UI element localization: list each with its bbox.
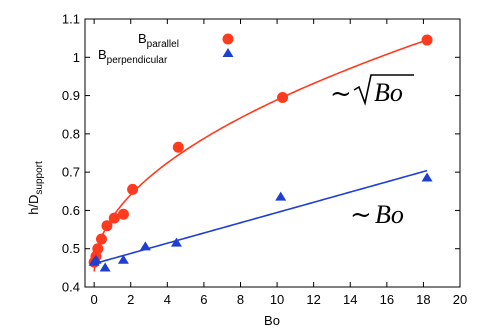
y-ticks: 0.4 0.5 0.6 0.7 0.8 0.9 1 1.1: [62, 12, 460, 295]
legend-label-parallel: Bparallel: [138, 31, 179, 50]
y-axis-label-base: h/D: [26, 195, 41, 215]
x-tick-label: 10: [270, 292, 284, 307]
x-tick-label: 20: [453, 292, 467, 307]
point-parallel: [92, 243, 104, 255]
y-axis-label: h/Dsupport: [26, 161, 45, 215]
point-parallel: [101, 220, 113, 232]
point-perpendicular: [275, 191, 287, 201]
annotation-sqrt-tilde: ~: [330, 79, 352, 109]
point-parallel: [108, 212, 120, 224]
fit-line-perpendicular: [93, 169, 428, 265]
x-tick-label: 4: [164, 292, 171, 307]
annotation-sqrt-bo: ~ Bo: [330, 74, 414, 109]
point-parallel: [95, 233, 107, 245]
y-axis-label-sub: support: [34, 161, 45, 195]
x-tick-label: 16: [380, 292, 394, 307]
x-ticks: 0 2 4 6 8 10 12 14 16 18 20: [91, 19, 467, 307]
point-perpendicular: [139, 241, 151, 251]
fit-curves: [93, 39, 428, 272]
point-parallel: [172, 141, 184, 153]
legend-marker-parallel: [222, 33, 234, 45]
y-tick-label: 1.1: [62, 12, 80, 27]
x-tick-label: 8: [237, 292, 244, 307]
x-tick-label: 18: [416, 292, 430, 307]
y-tick-label: 0.8: [62, 126, 80, 141]
data-marks: [88, 34, 433, 272]
y-tick-label: 0.5: [62, 241, 80, 256]
point-perpendicular: [117, 254, 129, 264]
y-tick-label: 0.4: [62, 280, 80, 295]
y-tick-label: 0.6: [62, 203, 80, 218]
annotation-linear-tilde: ~: [350, 200, 372, 230]
annotation-sqrt-text: Bo: [374, 78, 403, 107]
x-tick-label: 2: [127, 292, 134, 307]
point-perpendicular: [99, 262, 111, 272]
x-tick-label: 12: [306, 292, 320, 307]
x-tick-label: 14: [343, 292, 357, 307]
x-tick-label: 6: [200, 292, 207, 307]
point-parallel: [421, 34, 433, 46]
annotation-bo: ~ Bo: [350, 200, 404, 230]
fit-line-parallel: [93, 39, 428, 272]
annotation-linear-text: Bo: [375, 200, 404, 229]
point-perpendicular: [170, 237, 182, 247]
point-perpendicular: [90, 254, 102, 264]
legend: Bparallel Bperpendicular: [98, 31, 234, 66]
point-parallel: [127, 183, 139, 195]
legend-label-perpendicular: Bperpendicular: [98, 47, 168, 66]
sqrt-radical-icon: [353, 74, 414, 106]
legend-marker-perpendicular: [222, 48, 234, 57]
y-tick-label: 1: [73, 50, 80, 65]
point-parallel: [277, 91, 289, 103]
point-parallel: [117, 208, 129, 220]
point-perpendicular: [421, 172, 433, 182]
y-tick-label: 0.7: [62, 165, 80, 180]
y-tick-label: 0.9: [62, 88, 80, 103]
axes: [84, 18, 461, 288]
plot-frame: [84, 18, 461, 288]
x-axis-label: Bo: [264, 313, 280, 328]
x-tick-label: 0: [91, 292, 98, 307]
